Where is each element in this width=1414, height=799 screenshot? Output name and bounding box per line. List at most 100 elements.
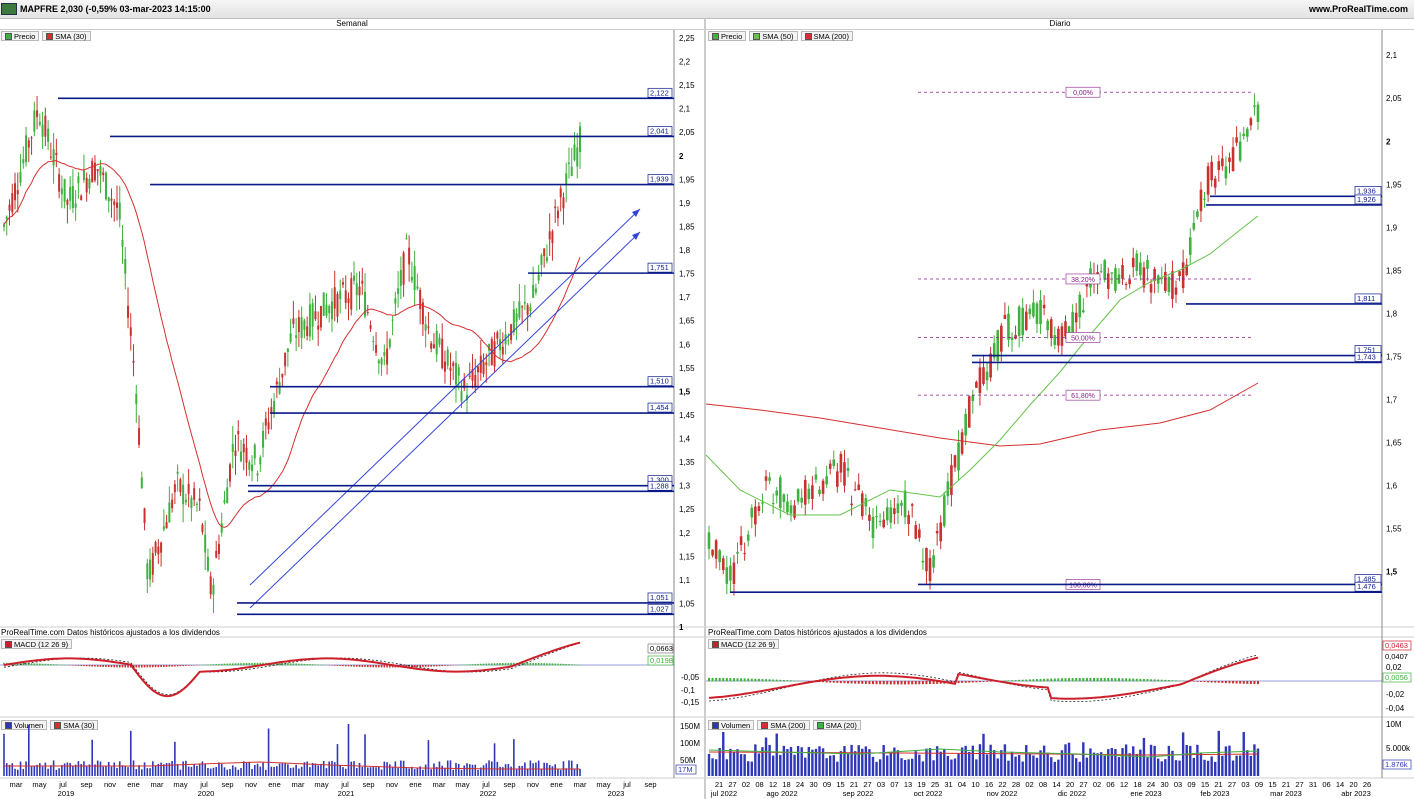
weekly-candle-body (432, 344, 435, 349)
weekly-macd-legend-item[interactable]: MACD (12 26 9) (1, 639, 73, 649)
daily-candle-body (1156, 275, 1160, 284)
weekly-x-month: sep (362, 780, 374, 789)
daily-macd-histogram-bar (1160, 679, 1163, 682)
weekly-volume-legend-item[interactable]: SMA (30) (50, 720, 99, 730)
daily-macd-histogram-bar (1235, 681, 1238, 684)
daily-volume-legend-item[interactable]: SMA (200) (757, 720, 810, 730)
weekly-candle-body (477, 366, 480, 373)
weekly-volume-bar (5, 763, 8, 776)
weekly-macd-histogram-bar (507, 662, 510, 666)
weekly-macd-histogram-bar (39, 663, 41, 666)
daily-volume-bar (1228, 745, 1231, 776)
daily-candle-body (1000, 325, 1003, 352)
weekly-macd-histogram-bar (479, 663, 482, 666)
weekly-x-month: jul (340, 780, 349, 789)
weekly-volume-bar (543, 762, 545, 776)
daily-volume-bar (1110, 748, 1114, 776)
daily-volume-bar (914, 751, 917, 776)
weekly-volume-bar (386, 762, 388, 776)
daily-macd-value: 0,0463 (1385, 641, 1408, 650)
daily-candle-body (1253, 105, 1256, 107)
daily-volume-legend-item[interactable]: SMA (20) (812, 720, 861, 730)
daily-volume-bar (886, 755, 889, 776)
weekly-volume-bar (355, 768, 358, 776)
weekly-candle-body (438, 337, 441, 345)
weekly-candle-body (127, 305, 130, 318)
weekly-price-tick: 1,05 (679, 599, 695, 608)
weekly-x-month: may (32, 780, 46, 789)
daily-legend-label: Precio (721, 31, 743, 41)
weekly-candle-body (408, 247, 411, 265)
daily-candle-body (832, 459, 836, 466)
weekly-legend-item[interactable]: Precio (1, 31, 40, 41)
weekly-macd-histogram-bar (306, 663, 308, 666)
weekly-volume-bar (568, 760, 570, 776)
weekly-candle-body (251, 464, 254, 472)
daily-macd-histogram-bar (943, 681, 946, 684)
daily-macd-histogram-bar (918, 681, 921, 685)
daily-volume-bar (1096, 753, 1099, 776)
weekly-candle-body (248, 462, 251, 470)
daily-volume-bar (850, 744, 853, 776)
weekly-candle-body (314, 311, 317, 320)
daily-volume-bar (1235, 755, 1238, 776)
weekly-price-tick: 1 (679, 623, 684, 632)
weekly-volume-bar (400, 760, 402, 776)
daily-candle-body (746, 534, 750, 541)
weekly-volume-legend-item[interactable]: Volumen (1, 720, 48, 730)
site-link[interactable]: www.ProRealTime.com (1308, 4, 1408, 14)
daily-legend-item[interactable]: SMA (50) (749, 31, 798, 41)
daily-legend-item[interactable]: SMA (200) (800, 31, 853, 41)
weekly-price-tick: 1,15 (679, 552, 695, 561)
daily-candle-body (1188, 237, 1192, 255)
daily-legend-item[interactable]: Precio (708, 31, 747, 41)
weekly-macd-histogram-bar (41, 663, 44, 666)
weekly-macd-histogram-bar (259, 662, 262, 666)
weekly-candle-body (173, 484, 176, 493)
daily-volume-bar (1000, 750, 1003, 776)
daily-macd-legend-item[interactable]: MACD (12 26 9) (708, 639, 780, 649)
daily-macd-histogram-bar (818, 681, 821, 683)
weekly-candle-body (88, 178, 91, 189)
daily-volume-bar (985, 754, 989, 776)
weekly-volume-bar (576, 764, 579, 776)
weekly-volume-bar (526, 769, 529, 776)
weekly-candle-body (36, 110, 39, 117)
daily-volume-legend-item[interactable]: Volumen (708, 720, 755, 730)
daily-candle-body (1217, 161, 1221, 171)
daily-volume-bar (786, 749, 789, 776)
weekly-candle-body (297, 317, 300, 333)
weekly-candle-body (256, 473, 259, 476)
weekly-level-label: 2,122 (650, 88, 669, 97)
weekly-candle-body (138, 428, 141, 445)
weekly-macd-histogram-bar (466, 664, 468, 666)
weekly-candle-body (372, 341, 375, 343)
daily-candle-body (1106, 273, 1110, 289)
daily-volume-bar (935, 746, 939, 776)
daily-macd-histogram-bar (1011, 680, 1014, 682)
daily-candle-body (1249, 118, 1253, 126)
daily-volume-bar (1135, 754, 1138, 776)
weekly-macd-histogram-bar (74, 665, 77, 666)
weekly-macd-histogram-bar (5, 662, 8, 666)
daily-volume-bar (725, 759, 729, 776)
weekly-volume-bar (383, 761, 386, 776)
daily-level-label: 1,476 (1357, 582, 1376, 591)
app-icon (1, 3, 17, 15)
daily-macd-histogram-bar (932, 681, 935, 684)
weekly-candle-body (71, 185, 74, 209)
daily-x-month: mar 2023 (1270, 789, 1302, 798)
daily-candle-body (996, 330, 1000, 361)
weekly-candle-body (60, 188, 63, 195)
weekly-volume-bar (529, 760, 532, 776)
daily-macd-histogram-bar (765, 679, 768, 682)
daily-volume-bar (1042, 745, 1046, 776)
daily-legend-swatch (712, 32, 719, 40)
daily-candle-body (1171, 271, 1174, 299)
daily-x-day: 24 (796, 780, 804, 789)
daily-candle-body (1196, 211, 1199, 217)
daily-macd-histogram-bar (1125, 678, 1128, 682)
weekly-candle-body (184, 499, 187, 503)
daily-volume-bar (836, 761, 839, 776)
weekly-legend-item[interactable]: SMA (30) (42, 31, 91, 41)
